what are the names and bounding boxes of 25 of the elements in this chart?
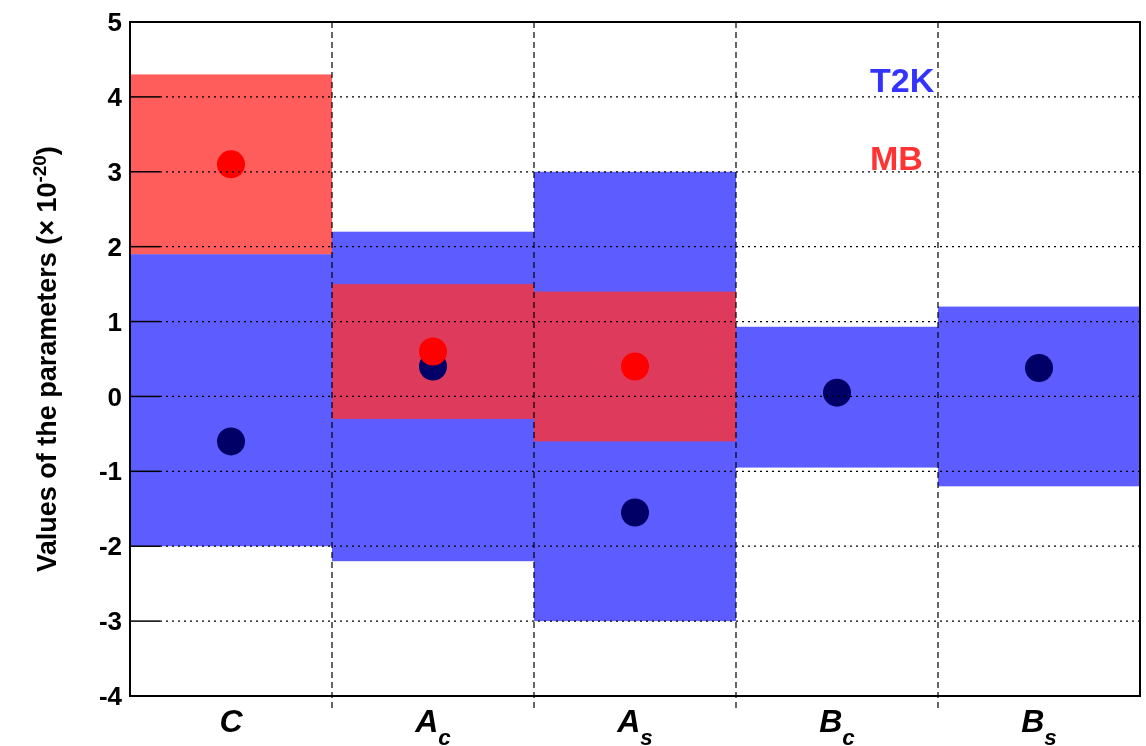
y-tick-label: -2	[98, 531, 122, 562]
y-tick-label: 4	[107, 81, 123, 112]
x-tick-label: A$_{c}$	[414, 703, 452, 746]
point	[217, 427, 245, 456]
point	[621, 498, 649, 527]
bar	[130, 74, 332, 255]
y-tick-label: 1	[107, 306, 122, 337]
y-tick-label: 3	[107, 156, 122, 187]
text: T2K	[870, 61, 935, 99]
point	[621, 352, 649, 381]
point	[419, 337, 447, 366]
point	[823, 378, 851, 407]
x-tick-label: B$_{s}$	[1021, 703, 1057, 746]
y-tick-label: -4	[98, 681, 123, 712]
x-tick-label: C	[219, 703, 244, 739]
x-tick-label: B$_{c}$	[819, 703, 856, 746]
x-tick-label: A$_{s}$	[616, 703, 653, 746]
y-tick-label: 5	[107, 7, 122, 38]
point	[1025, 353, 1053, 382]
point	[217, 150, 245, 179]
text: MB	[870, 139, 923, 177]
y-tick-label: 0	[107, 381, 122, 412]
y-tick-label: -3	[98, 606, 122, 637]
y-tick-label: -1	[98, 456, 122, 487]
y-tick-label: 2	[107, 231, 122, 262]
